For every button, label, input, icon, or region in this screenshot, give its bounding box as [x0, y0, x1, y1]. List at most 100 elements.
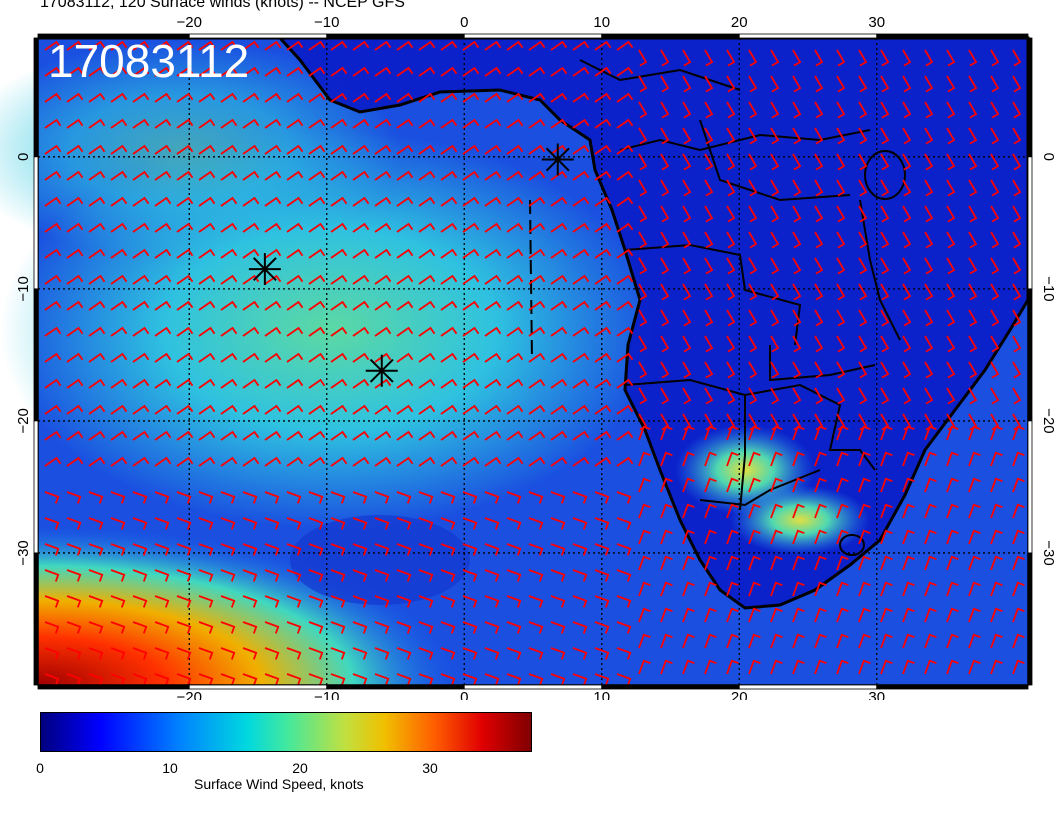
wind-barb — [462, 517, 478, 530]
wind-barb — [792, 413, 802, 431]
wind-barb — [66, 170, 84, 181]
wind-barb — [242, 569, 258, 582]
wind-barb — [374, 647, 390, 660]
wind-barb — [528, 196, 546, 207]
wind-barb — [924, 361, 934, 379]
wind-barb — [308, 673, 324, 686]
wind-barb — [616, 144, 634, 155]
wind-barb — [704, 257, 714, 275]
wind-barb — [946, 425, 959, 441]
wind-barb — [88, 66, 106, 77]
wind-barb — [154, 144, 172, 155]
wind-barb — [770, 529, 783, 545]
wind-barb — [242, 352, 260, 363]
wind-barb — [594, 352, 612, 363]
wind-barb — [836, 205, 846, 223]
wind-barb — [968, 387, 978, 405]
wind-barb — [440, 66, 458, 77]
wind-barb — [506, 456, 524, 467]
wind-barb — [440, 430, 458, 441]
wind-barb — [154, 300, 172, 311]
wind-barb — [968, 581, 981, 597]
wind-barb — [814, 633, 827, 649]
wind-barb — [66, 647, 82, 660]
wind-barb — [858, 659, 871, 675]
wind-barb — [682, 477, 695, 493]
wind-barb — [682, 607, 695, 623]
wind-barb — [88, 352, 106, 363]
wind-barb — [176, 647, 192, 660]
wind-barb — [770, 413, 780, 431]
wind-barb — [572, 66, 590, 77]
wind-barb — [858, 75, 868, 93]
wind-barb — [66, 326, 84, 337]
wind-barb — [374, 404, 392, 415]
wind-barb — [1012, 425, 1025, 441]
wind-barb — [418, 196, 436, 207]
wind-barb — [550, 517, 566, 530]
wind-barb — [770, 361, 780, 379]
wind-barb — [286, 300, 304, 311]
wind-barb — [154, 621, 170, 634]
wind-barb — [528, 621, 544, 634]
y-tick-left: −20 — [15, 408, 32, 433]
wind-barb — [572, 274, 590, 285]
wind-barb — [198, 118, 216, 129]
wind-barb — [198, 196, 216, 207]
wind-barb — [550, 144, 568, 155]
wind-barb — [66, 595, 82, 608]
wind-barb — [726, 127, 736, 145]
wind-barb — [638, 387, 648, 405]
wind-barb — [550, 647, 566, 660]
wind-barb — [660, 49, 670, 67]
wind-barb — [44, 170, 62, 181]
wind-barb — [374, 300, 392, 311]
wind-barb — [242, 621, 258, 634]
wind-barb — [528, 170, 546, 181]
wind-barb — [506, 274, 524, 285]
wind-barb — [462, 118, 480, 129]
wind-barb — [66, 144, 84, 155]
wind-barb — [352, 300, 370, 311]
wind-barb — [66, 222, 84, 233]
wind-barb — [418, 673, 434, 686]
wind-barb — [726, 101, 736, 119]
wind-barb — [572, 673, 588, 686]
frame-bar-left — [33, 552, 39, 686]
wind-barb — [902, 205, 912, 223]
y-tick-right: −20 — [1040, 408, 1056, 433]
wind-barb — [132, 378, 150, 389]
wind-barb — [176, 40, 194, 51]
wind-barb — [396, 326, 414, 337]
wind-barb — [418, 222, 436, 233]
wind-barb — [858, 153, 868, 171]
wind-barb — [352, 326, 370, 337]
wind-barb — [550, 40, 568, 51]
wind-barb — [1012, 49, 1022, 67]
frame-bar-top — [601, 33, 740, 39]
wind-barb — [946, 335, 956, 353]
wind-barb — [704, 75, 714, 93]
storm-marker-1 — [248, 253, 281, 286]
wind-barb — [682, 529, 695, 545]
wind-barb — [990, 205, 1000, 223]
wind-barb — [286, 144, 304, 155]
wind-barb — [792, 179, 802, 197]
wind-barb — [286, 621, 302, 634]
wind-barb — [550, 274, 568, 285]
wind-barb — [858, 101, 868, 119]
wind-barb — [264, 118, 282, 129]
wind-barb — [396, 170, 414, 181]
wind-barb — [198, 40, 216, 51]
wind-barb — [704, 529, 717, 545]
wind-barb — [572, 170, 590, 181]
wind-barb — [660, 555, 673, 571]
wind-barb — [528, 595, 544, 608]
wind-barb — [704, 101, 714, 119]
wind-barb — [484, 274, 502, 285]
wind-barb — [1012, 283, 1022, 301]
wind-barb — [880, 257, 890, 275]
wind-barb — [286, 430, 304, 441]
wind-barb — [704, 413, 714, 431]
wind-barb — [506, 300, 524, 311]
